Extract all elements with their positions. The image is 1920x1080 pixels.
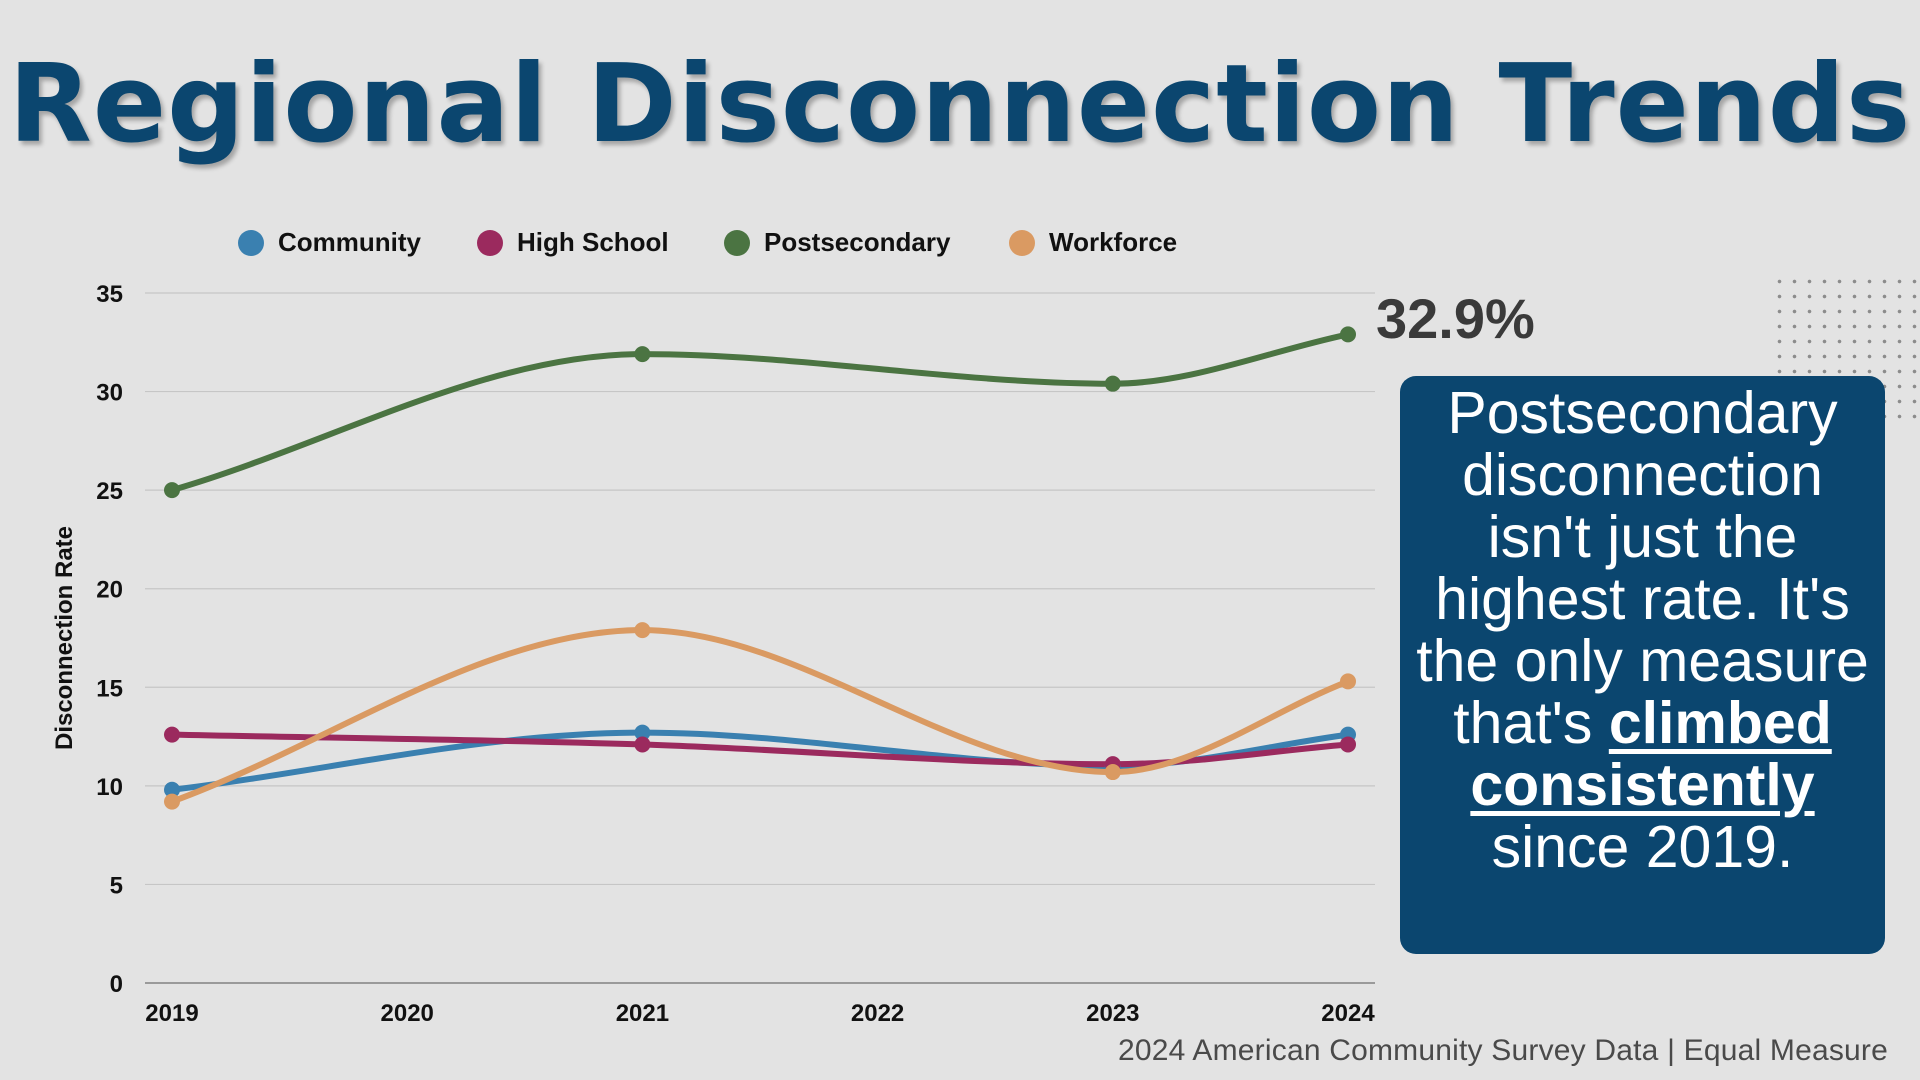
y-tick-label: 15 [96, 675, 123, 702]
legend-label: Community [278, 227, 422, 257]
data-point-high-school [634, 736, 651, 753]
legend-marker [477, 230, 503, 256]
source-note: 2024 American Community Survey Data | Eq… [1117, 1034, 1888, 1067]
y-axis-label: Disconnection Rate [51, 526, 78, 750]
series-line-high-school [169, 731, 1351, 768]
callout-emphasis: climbed consistently [1470, 690, 1832, 818]
y-axis-ticks: 0 5 10 15 20 25 30 35 [96, 281, 123, 998]
legend-marker [238, 230, 264, 256]
legend-label: Workforce [1049, 227, 1177, 257]
callout-text-start: Postsecondary disconnection isn't just t… [1416, 380, 1869, 756]
data-point-postsecondary [634, 346, 651, 363]
callout-text-end: since 2019. [1491, 814, 1794, 880]
y-tick-label: 20 [96, 577, 123, 604]
legend-label: High School [517, 227, 669, 257]
x-axis-ticks: 2019 2020 2021 2022 2023 2024 [145, 1000, 1375, 1027]
x-tick-label: 2020 [381, 1000, 434, 1027]
chart-gridlines [145, 292, 1375, 984]
series-line-workforce [169, 627, 1351, 805]
data-point-workforce [634, 622, 651, 639]
y-tick-label: 35 [96, 281, 123, 308]
data-point-community [164, 781, 180, 798]
insight-callout-box: Postsecondary disconnection isn't just t… [1400, 376, 1885, 954]
x-tick-label: 2019 [145, 1000, 198, 1027]
legend-marker [1009, 230, 1035, 256]
x-tick-label: 2022 [851, 1000, 904, 1027]
data-point-community [634, 724, 651, 741]
y-tick-label: 30 [96, 380, 123, 407]
series-points [164, 326, 1356, 810]
data-point-workforce [1340, 673, 1356, 690]
data-point-high-school [1340, 736, 1356, 753]
y-tick-label: 25 [96, 478, 123, 505]
postsecondary-2024-value-callout: 32.9% [1376, 287, 1535, 350]
data-point-postsecondary [1104, 375, 1121, 392]
data-point-postsecondary [1340, 326, 1356, 343]
data-point-workforce [1104, 764, 1121, 781]
x-tick-label: 2024 [1321, 1000, 1375, 1027]
data-point-postsecondary [164, 482, 180, 499]
y-tick-label: 5 [110, 872, 123, 899]
legend-label: Postsecondary [764, 227, 951, 257]
y-tick-label: 0 [110, 971, 123, 998]
legend-marker [724, 230, 750, 256]
y-tick-label: 10 [96, 774, 123, 801]
series-lines [169, 331, 1351, 805]
x-tick-label: 2021 [616, 1000, 669, 1027]
page-title: Regional Disconnection Trends [8, 42, 1912, 167]
x-tick-label: 2023 [1086, 1000, 1139, 1027]
data-point-high-school [164, 726, 180, 743]
chart-legend: Community High School Postsecondary Workfor… [238, 227, 1177, 257]
data-point-workforce [164, 793, 180, 810]
series-line-postsecondary [169, 331, 1351, 494]
